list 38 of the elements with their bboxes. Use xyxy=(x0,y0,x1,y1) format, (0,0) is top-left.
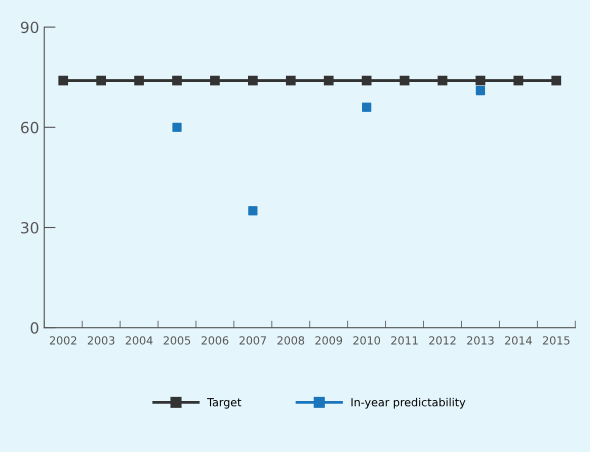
x-tick-label: 2013 xyxy=(467,336,494,345)
x-tick-label: 2009 xyxy=(315,336,342,345)
point xyxy=(324,76,334,86)
legend-label: In-year predictability xyxy=(351,398,466,409)
y-tick-label: 90 xyxy=(20,22,38,34)
x-tick-label: 2007 xyxy=(240,336,266,345)
point xyxy=(172,122,182,132)
x-tick-label: 2004 xyxy=(126,336,153,345)
point xyxy=(210,76,220,86)
x-tick-label: 2012 xyxy=(429,336,456,345)
point xyxy=(96,76,106,86)
point xyxy=(513,76,524,86)
y-tick-label: 60 xyxy=(21,122,38,134)
y-tick-label: 30 xyxy=(21,222,38,234)
x-tick-label: 2010 xyxy=(353,336,380,345)
x-tick-label: 2006 xyxy=(202,336,228,345)
point xyxy=(476,76,486,86)
point xyxy=(134,76,144,86)
x-tick-label: 2015 xyxy=(542,336,570,345)
point xyxy=(438,76,448,86)
y-tick-label: 0 xyxy=(30,322,38,334)
point xyxy=(248,206,258,216)
point xyxy=(286,76,296,86)
point xyxy=(476,86,486,96)
x-tick-label: 2008 xyxy=(277,336,304,345)
point xyxy=(362,102,372,112)
point xyxy=(58,76,68,86)
x-tick-label: 2011 xyxy=(391,336,418,345)
point xyxy=(248,76,258,86)
point xyxy=(400,76,410,86)
point xyxy=(551,76,562,86)
point xyxy=(172,76,182,86)
x-tick-label: 2002 xyxy=(50,336,76,345)
x-tick-label: 2014 xyxy=(505,336,532,345)
x-tick-label: 2003 xyxy=(88,336,114,345)
x-tick-label: 2005 xyxy=(164,336,190,345)
legend-label: Target xyxy=(207,398,242,409)
point xyxy=(362,76,372,86)
